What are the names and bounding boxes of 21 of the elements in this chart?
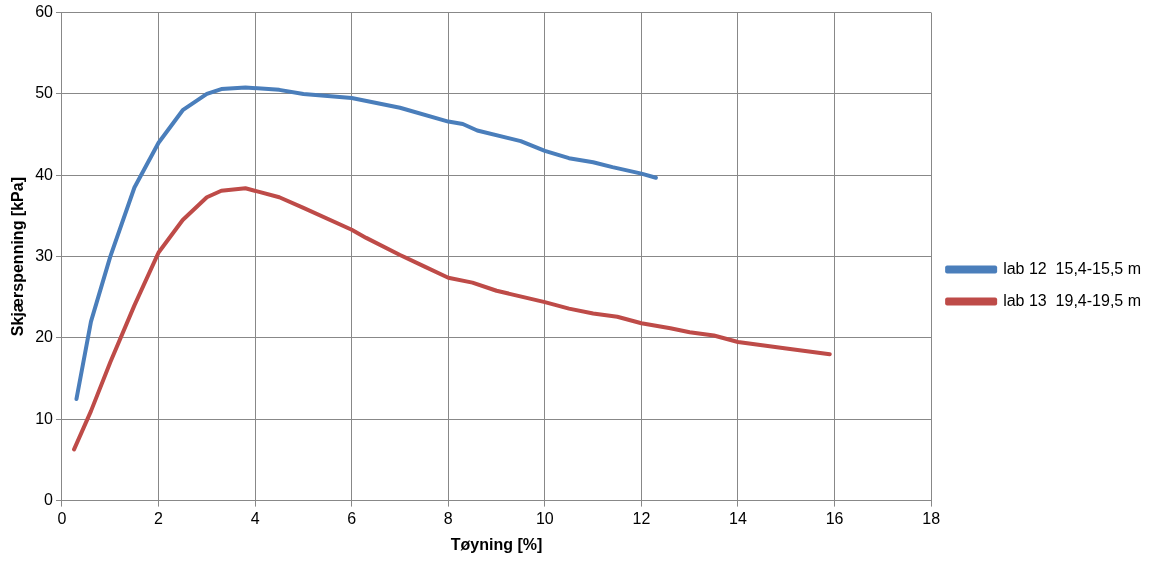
x-tick-label: 8 <box>443 509 453 527</box>
x-tick-label: 6 <box>347 509 357 527</box>
y-tick-label: 40 <box>35 165 54 183</box>
y-tick-label: 20 <box>35 328 54 346</box>
x-tick-label: 4 <box>250 509 260 527</box>
x-tick-label: 16 <box>825 509 844 527</box>
y-tick-label: 60 <box>35 3 54 21</box>
x-tick-label: 12 <box>632 509 651 527</box>
y-tick-label: 10 <box>35 409 54 427</box>
x-axis-title: Tøyning [%] <box>450 535 543 553</box>
y-tick-label: 50 <box>35 84 54 102</box>
x-tick-label: 18 <box>922 509 941 527</box>
x-tick-label: 14 <box>729 509 747 527</box>
x-tick-label: 2 <box>154 509 164 527</box>
legend-label: lab 13 19,4-19,5 m <box>1003 291 1142 309</box>
legend-label: lab 12 15,4-15,5 m <box>1003 259 1142 277</box>
x-tick-label: 0 <box>57 509 67 527</box>
x-tick-label: 10 <box>535 509 554 527</box>
y-tick-label: 0 <box>44 491 54 509</box>
y-tick-label: 30 <box>35 247 54 265</box>
y-axis-title: Skjærspenning [kPa] <box>9 177 27 337</box>
